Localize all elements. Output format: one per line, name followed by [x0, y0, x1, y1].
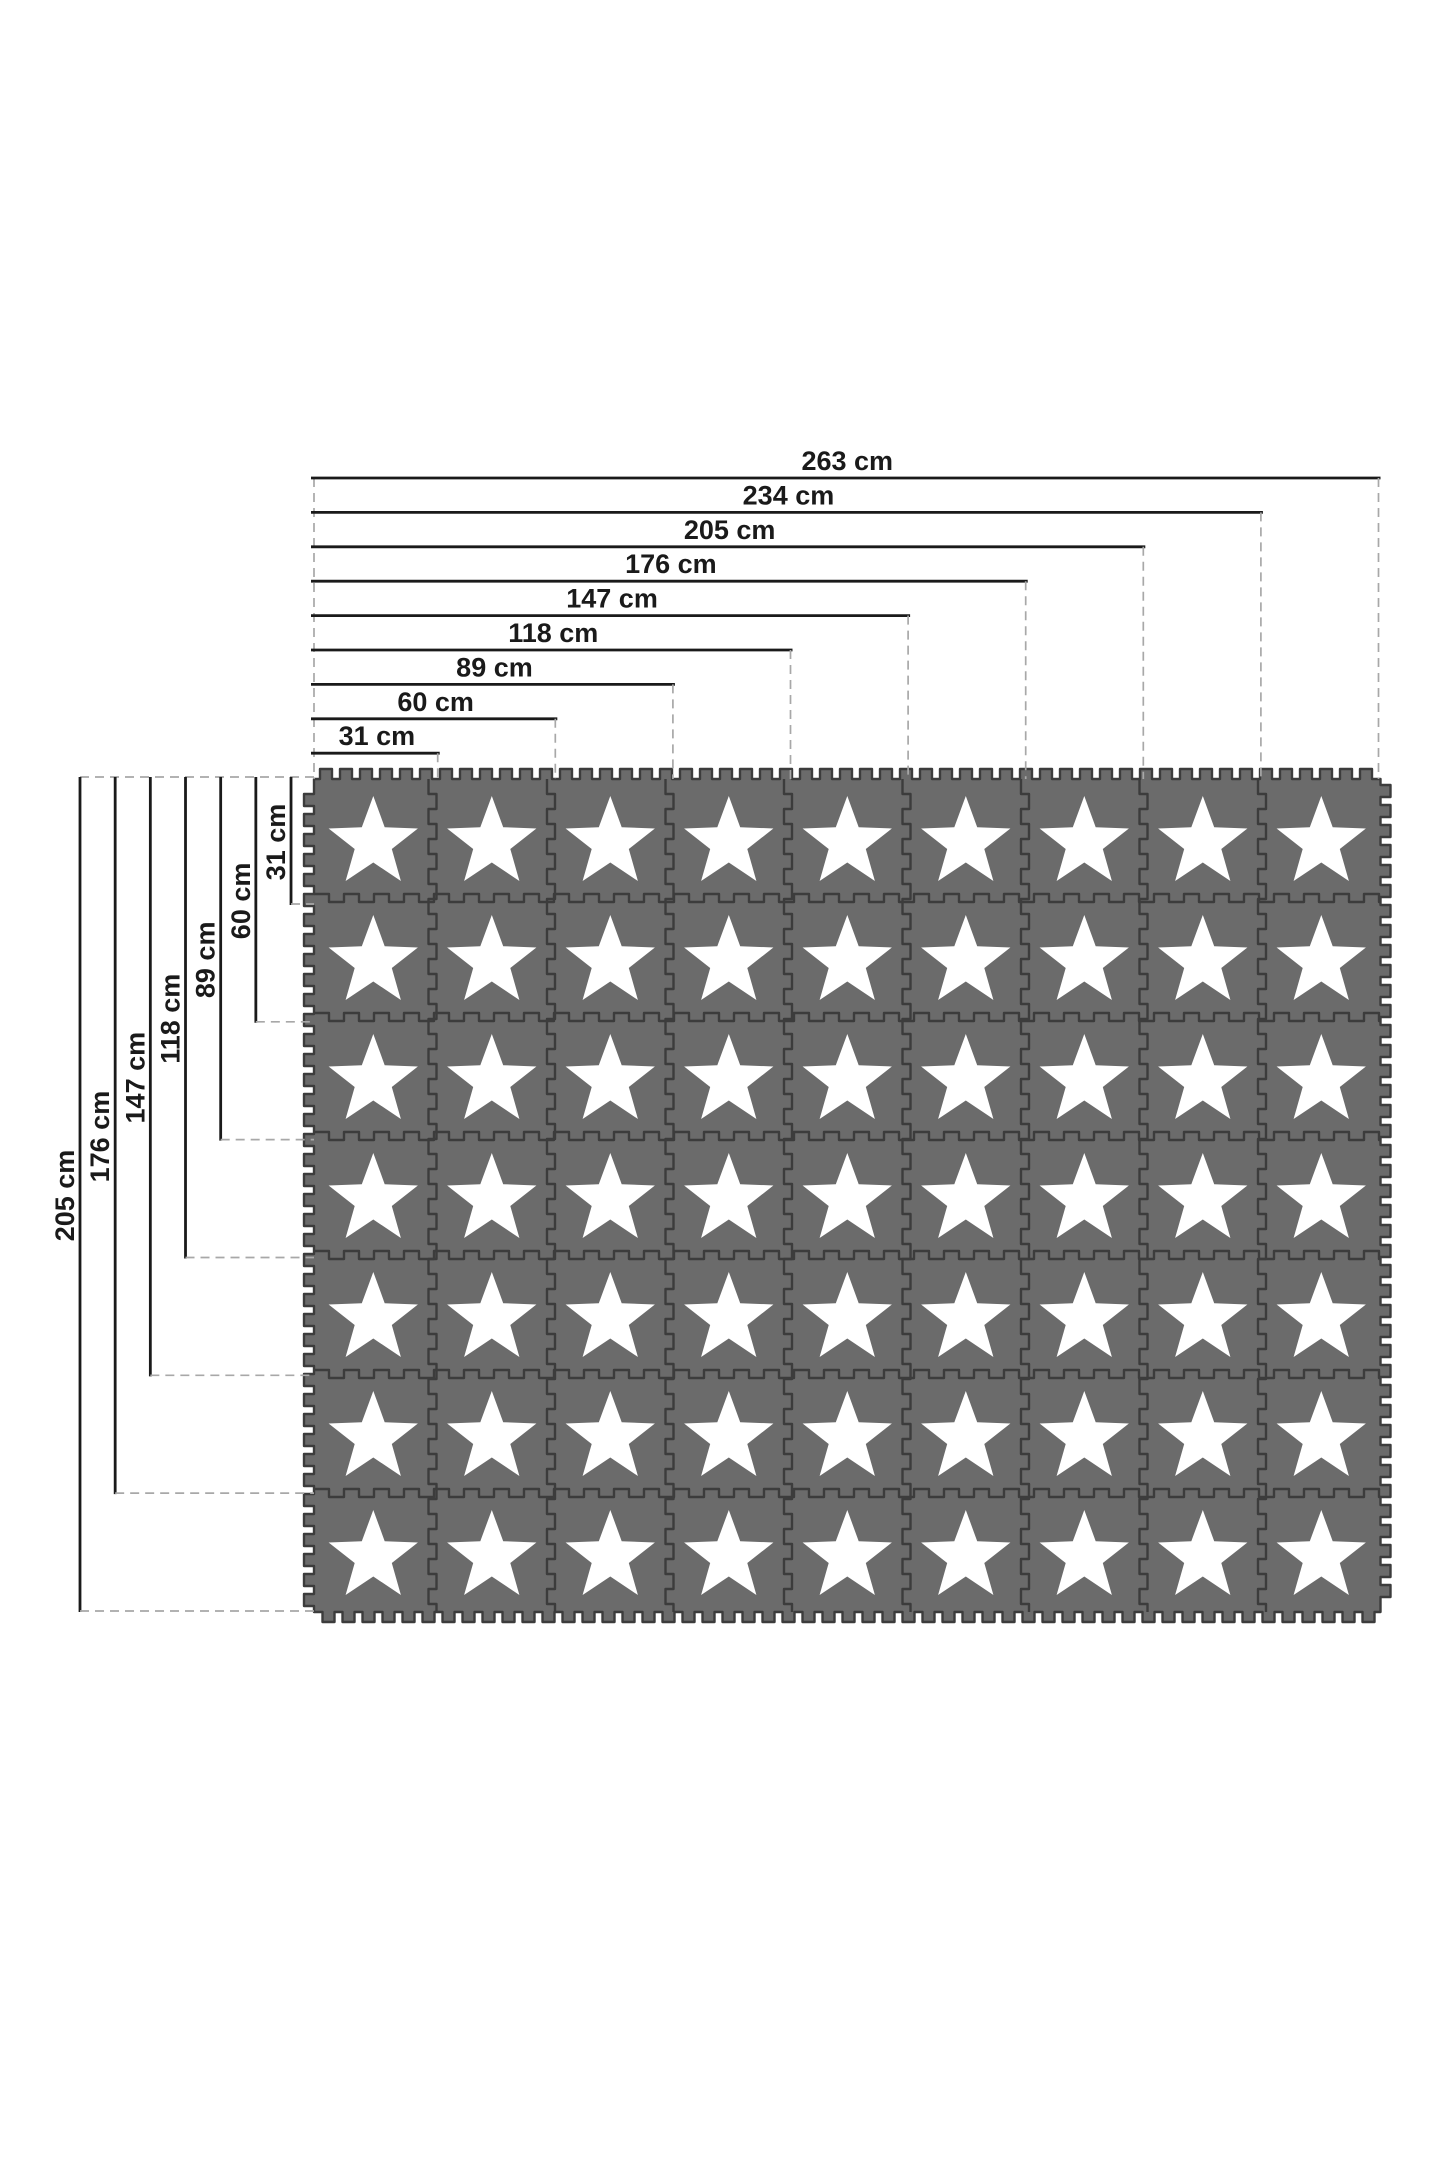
- star-icon: [921, 1391, 1011, 1476]
- star-icon: [328, 1034, 418, 1119]
- star-icon: [1276, 1391, 1366, 1476]
- height-dimension-label: 147 cm: [120, 1032, 150, 1124]
- star-icon: [1276, 1510, 1366, 1595]
- star-icon: [802, 1391, 892, 1476]
- star-icon: [802, 796, 892, 881]
- tile-seam-vertical: [782, 779, 794, 1612]
- star-icon: [1276, 796, 1366, 881]
- star-icon: [921, 1153, 1011, 1238]
- star-icon: [565, 1391, 655, 1476]
- star-icon: [921, 915, 1011, 1000]
- star-icon: [447, 1153, 537, 1238]
- tile-seam-horizontal: [314, 1011, 1381, 1023]
- star-icon: [565, 796, 655, 881]
- star-icon: [1158, 1034, 1248, 1119]
- star-icon: [1276, 1272, 1366, 1357]
- star-icon: [1039, 1034, 1129, 1119]
- star-icon: [1276, 915, 1366, 1000]
- star-icon: [447, 1272, 537, 1357]
- star-icon: [565, 1153, 655, 1238]
- height-dimension-label: 89 cm: [191, 922, 221, 999]
- star-icon: [802, 915, 892, 1000]
- tile-seam-vertical: [664, 779, 675, 1612]
- star-icon: [447, 1510, 537, 1595]
- height-dimension-label: 205 cm: [50, 1150, 80, 1242]
- star-icon: [802, 1034, 892, 1119]
- star-icon: [1276, 1034, 1366, 1119]
- star-icon: [565, 1272, 655, 1357]
- star-icon: [447, 1034, 537, 1119]
- width-dimension-label: 60 cm: [397, 687, 474, 717]
- tile-seam-vertical: [427, 779, 438, 1612]
- width-dimension-label: 263 cm: [801, 446, 893, 476]
- width-dimension-label: 147 cm: [566, 584, 658, 614]
- star-icon: [328, 1510, 418, 1595]
- star-icon: [802, 1272, 892, 1357]
- star-icon: [1039, 915, 1129, 1000]
- star-icon: [1039, 1391, 1129, 1476]
- tile-seam-horizontal: [314, 1487, 1381, 1499]
- width-dimension-label: 89 cm: [456, 652, 533, 682]
- star-icon: [447, 796, 537, 881]
- tile-seam-vertical: [1256, 779, 1268, 1612]
- width-dimension-label: 176 cm: [625, 549, 717, 579]
- star-icon: [447, 915, 537, 1000]
- tile-seam-horizontal: [314, 1130, 1381, 1142]
- star-icon: [1039, 1272, 1129, 1357]
- star-icon: [1158, 1510, 1248, 1595]
- star-icon: [1158, 1391, 1248, 1476]
- tile-seam-vertical: [901, 779, 912, 1612]
- height-dimension-label: 60 cm: [226, 863, 256, 940]
- star-icon: [1158, 796, 1248, 881]
- width-dimension-label: 205 cm: [684, 515, 776, 545]
- star-icon: [328, 1272, 418, 1357]
- height-dimension-label: 176 cm: [85, 1091, 115, 1183]
- star-icon: [921, 796, 1011, 881]
- tile-seam-vertical: [1019, 779, 1031, 1612]
- star-icon: [802, 1510, 892, 1595]
- tile-seam-horizontal: [314, 1249, 1381, 1261]
- star-icon: [1276, 1153, 1366, 1238]
- star-icon: [802, 1153, 892, 1238]
- star-icon: [684, 1510, 774, 1595]
- star-icon: [684, 915, 774, 1000]
- star-icon: [684, 796, 774, 881]
- star-icon: [1039, 796, 1129, 881]
- star-icon: [1158, 1153, 1248, 1238]
- star-icon: [921, 1034, 1011, 1119]
- height-dimension-label: 31 cm: [261, 804, 291, 881]
- star-icon: [921, 1272, 1011, 1357]
- star-icon: [921, 1510, 1011, 1595]
- star-icon: [1039, 1510, 1129, 1595]
- star-icon: [1039, 1153, 1129, 1238]
- star-icon: [684, 1153, 774, 1238]
- star-icon: [328, 1153, 418, 1238]
- width-dimension-label: 31 cm: [339, 721, 416, 751]
- star-icon: [565, 1034, 655, 1119]
- width-dimension-label: 118 cm: [508, 618, 598, 648]
- star-icon: [565, 915, 655, 1000]
- tile-seam-horizontal: [314, 1368, 1381, 1380]
- tile-seam-vertical: [545, 779, 557, 1612]
- star-icon: [1158, 1272, 1248, 1357]
- star-icon: [684, 1034, 774, 1119]
- star-icon: [328, 915, 418, 1000]
- width-dimension-label: 234 cm: [743, 480, 835, 510]
- star-icon: [684, 1391, 774, 1476]
- star-icon: [447, 1391, 537, 1476]
- tile-seam-vertical: [1138, 779, 1149, 1612]
- star-icon: [565, 1510, 655, 1595]
- height-dimension-label: 118 cm: [156, 974, 186, 1064]
- star-icon: [328, 796, 418, 881]
- star-icon: [1158, 915, 1248, 1000]
- tile-seam-horizontal: [314, 892, 1381, 904]
- star-icon: [684, 1272, 774, 1357]
- star-icon: [328, 1391, 418, 1476]
